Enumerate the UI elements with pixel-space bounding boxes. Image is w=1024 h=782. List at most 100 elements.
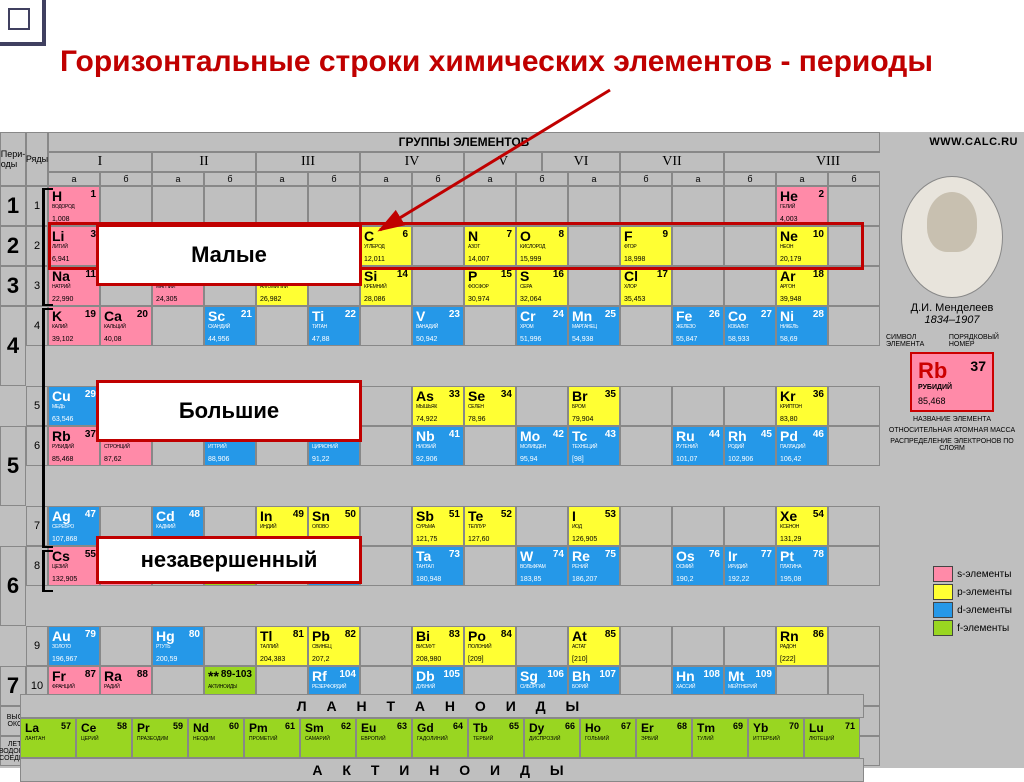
empty-cell — [308, 186, 360, 226]
lanthanide-cell: Dy66ДИСПРОЗИЙ — [524, 718, 580, 758]
bracket-big — [42, 308, 45, 548]
key-electron-label: РАСПРЕДЕЛЕНИЕ ЭЛЕКТРОНОВ ПО СЛОЯМ — [886, 438, 1018, 452]
lanthanide-cell: Ho67ГОЛЬМИЙ — [580, 718, 636, 758]
ex-name: РУБИДИЙ — [918, 384, 952, 391]
empty-cell — [464, 546, 516, 586]
empty-cell — [620, 506, 672, 546]
empty-cell — [828, 266, 880, 306]
key-ordinal-label: ПОРЯДКОВЫЙ НОМЕР — [949, 334, 1018, 348]
side-panel: WWW.CALC.RU Д.И. Менделеев 1834–1907 СИМ… — [880, 132, 1024, 632]
callout-small: Малые — [96, 224, 362, 286]
element-cell: Hg80РТУТЬ200,59 — [152, 626, 204, 666]
bracket-small — [42, 188, 45, 306]
empty-cell — [360, 426, 412, 466]
legend-swatch-f — [933, 620, 953, 636]
lanthanide-cell: Pm61ПРОМЕТИЙ — [244, 718, 300, 758]
empty-cell — [360, 306, 412, 346]
element-cell: Tl81ТАЛЛИЙ204,383 — [256, 626, 308, 666]
empty-cell — [256, 306, 308, 346]
lanthanide-cell: Lu71ЛЮТЕЦИЙ — [804, 718, 860, 758]
element-cell: Au79ЗОЛОТО196,967 — [48, 626, 100, 666]
empty-cell — [152, 306, 204, 346]
key-labels: СИМВОЛ ЭЛЕМЕНТА ПОРЯДКОВЫЙ НОМЕР Rb 37 Р… — [886, 334, 1018, 452]
element-cell: Cs55ЦЕЗИЙ132,905 — [48, 546, 100, 586]
element-cell: Ag47СЕРЕБРО107,868 — [48, 506, 100, 546]
empty-cell — [620, 426, 672, 466]
element-cell: Se34СЕЛЕН78,96 — [464, 386, 516, 426]
element-cell: Ru44РУТЕНИЙ101,07 — [672, 426, 724, 466]
element-cell: Cu29МЕДЬ63,546 — [48, 386, 100, 426]
empty-cell — [724, 386, 776, 426]
element-cell: Ar18АРГОН39,948 — [776, 266, 828, 306]
element-cell: Re75РЕНИЙ186,207 — [568, 546, 620, 586]
empty-cell — [360, 546, 412, 586]
title-arrow — [360, 85, 620, 245]
element-cell: V23ВАНАДИЙ50,942 — [412, 306, 464, 346]
element-cell: H1ВОДОРОД1,008 — [48, 186, 100, 226]
element-cell: W74ВОЛЬФРАМ183,85 — [516, 546, 568, 586]
empty-cell — [672, 626, 724, 666]
element-cell: At85АСТАТ[210] — [568, 626, 620, 666]
element-cell: Mn25МАРГАНЕЦ54,938 — [568, 306, 620, 346]
lanthanide-cell: Tm69ТУЛИЙ — [692, 718, 748, 758]
empty-cell — [620, 386, 672, 426]
empty-cell — [360, 386, 412, 426]
legend-swatch-d — [933, 602, 953, 618]
element-cell: Rb37РУБИДИЙ85,468 — [48, 426, 100, 466]
empty-cell — [412, 266, 464, 306]
element-cell: Cr24ХРОМ51,996 — [516, 306, 568, 346]
lanthanide-cell: Ce58ЦЕРИЙ — [76, 718, 132, 758]
empty-cell — [828, 186, 880, 226]
legend-swatch-p — [933, 584, 953, 600]
element-cell: Bi83ВИСМУТ208,980 — [412, 626, 464, 666]
empty-cell — [672, 386, 724, 426]
empty-cell — [828, 426, 880, 466]
empty-cell — [672, 186, 724, 226]
empty-cell — [100, 626, 152, 666]
element-cell: Ti22ТИТАН47,88 — [308, 306, 360, 346]
ex-mass: 85,468 — [918, 396, 946, 406]
legend-p: p-элементы — [957, 587, 1012, 598]
empty-cell — [204, 186, 256, 226]
empty-cell — [828, 546, 880, 586]
key-name-label: НАЗВАНИЕ ЭЛЕМЕНТА — [886, 416, 1018, 423]
legend-swatch-s — [933, 566, 953, 582]
element-cell: Ir77ИРИДИЙ192,22 — [724, 546, 776, 586]
empty-cell — [828, 506, 880, 546]
empty-cell — [828, 626, 880, 666]
empty-cell — [204, 626, 256, 666]
empty-cell — [724, 626, 776, 666]
lanthanide-title: Л А Н Т А Н О И Д Ы — [20, 694, 864, 718]
lanthanide-cell: Yb70ИТТЕРБИЙ — [748, 718, 804, 758]
element-cell: Ta73ТАНТАЛ180,948 — [412, 546, 464, 586]
element-cell: He2ГЕЛИЙ4,003 — [776, 186, 828, 226]
empty-cell — [828, 386, 880, 426]
ex-sym: Rb — [918, 358, 947, 384]
element-cell: Nb41НИОБИЙ92,906 — [412, 426, 464, 466]
element-cell: Tc43ТЕХНЕЦИЙ[98] — [568, 426, 620, 466]
lanthanide-cell: Nd60НЕОДИМ — [188, 718, 244, 758]
mendeleev-portrait — [901, 176, 1003, 298]
color-legend: s-элементы p-элементы d-элементы f-элеме… — [933, 564, 1012, 638]
element-cell: Pb82СВИНЕЦ207,2 — [308, 626, 360, 666]
element-cell: Ca20КАЛЬЦИЙ40,08 — [100, 306, 152, 346]
element-cell: Si14КРЕМНИЙ28,086 — [360, 266, 412, 306]
empty-cell — [256, 186, 308, 226]
example-cell: Rb 37 РУБИДИЙ 85,468 — [910, 352, 994, 412]
lanthanide-cell: Pr59ПРАЗЕОДИМ — [132, 718, 188, 758]
element-cell: Na11НАТРИЙ22,990 — [48, 266, 100, 306]
element-cell: Ni28НИКЕЛЬ58,69 — [776, 306, 828, 346]
element-cell: Pd46ПАЛЛАДИЙ106,42 — [776, 426, 828, 466]
empty-cell — [620, 626, 672, 666]
empty-cell — [152, 186, 204, 226]
empty-cell — [100, 186, 152, 226]
empty-cell — [672, 266, 724, 306]
lanthanide-cell: Gd64ГАДОЛИНИЙ — [412, 718, 468, 758]
element-cell: Mo42МОЛИБДЕН95,94 — [516, 426, 568, 466]
empty-cell — [620, 306, 672, 346]
lanthanide-row: La57ЛАНТАНCe58ЦЕРИЙPr59ПРАЗЕОДИМNd60НЕОД… — [20, 718, 864, 758]
callout-unfinished: незавершенный — [96, 536, 362, 584]
mendeleev-name: Д.И. Менделеев — [880, 302, 1024, 314]
empty-cell — [568, 266, 620, 306]
element-cell: Te52ТЕЛЛУР127,60 — [464, 506, 516, 546]
